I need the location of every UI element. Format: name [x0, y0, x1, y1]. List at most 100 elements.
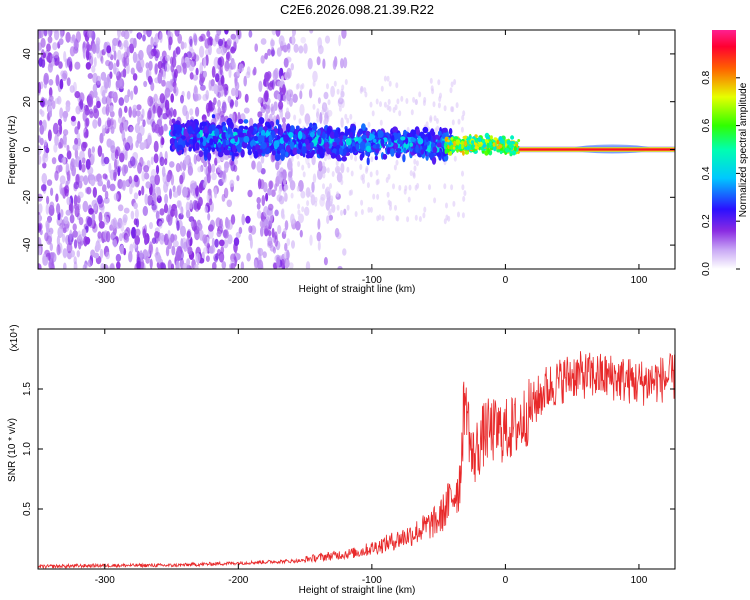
spectrogram-noise-point — [117, 204, 124, 212]
spectrogram-noise-point — [346, 117, 350, 124]
spectrogram-noise-point — [63, 51, 67, 62]
spectrogram-noise-point — [38, 203, 43, 214]
spectrogram-noise-point — [271, 30, 277, 36]
spectrogram-band-point — [188, 138, 194, 145]
spectrogram-noise-point — [274, 235, 279, 247]
spectrogram-noise-point — [118, 107, 123, 119]
spectrogram-noise-point — [214, 33, 220, 43]
spectrogram-band-point — [345, 138, 352, 146]
spectrogram-band-point — [423, 139, 427, 146]
spectrogram-noise-point — [433, 197, 437, 204]
spectrogram-band-point — [324, 142, 329, 151]
spectrogram-noise-point — [145, 62, 150, 69]
spectrogram-band-point — [309, 122, 313, 128]
spectrogram-band-point — [342, 148, 347, 156]
spectrogram-noise-point — [311, 155, 316, 166]
spectrogram-noise-point — [63, 216, 69, 225]
spectrogram-noise-point — [150, 81, 155, 92]
spectrogram-noise-point — [303, 43, 308, 54]
spectrogram-noise-point — [205, 90, 209, 100]
spectrogram-noise-point — [220, 74, 225, 87]
spectrogram-noise-point — [362, 173, 365, 180]
spectrogram-noise-point — [134, 235, 140, 246]
spectrogram-band-point — [510, 135, 515, 140]
spectrogram-noise-point — [418, 91, 422, 98]
spectrogram-band-point — [422, 126, 429, 134]
spectrogram-noise-point — [176, 220, 180, 232]
colorbar-tick-label: 0.8 — [701, 70, 712, 84]
spectrogram-noise-point — [62, 248, 68, 258]
spectrogram-band-point — [369, 134, 376, 140]
spectrogram-noise-point — [324, 188, 328, 195]
spectrogram-noise-point — [275, 160, 280, 171]
spectrogram-noise-point — [142, 119, 146, 127]
spectrogram-noise-point — [124, 105, 128, 113]
spectrogram-noise-point — [58, 141, 62, 149]
spectrogram-band-point — [247, 149, 252, 156]
spectrogram-noise-point — [129, 126, 134, 133]
spectrogram-band-point — [358, 128, 364, 135]
spectrogram-band-point — [218, 148, 222, 153]
spectrogram-noise-point — [223, 187, 229, 199]
spectrogram-noise-point — [144, 193, 149, 206]
spectrogram-noise-point — [38, 223, 42, 233]
spectrogram-noise-point — [299, 229, 303, 238]
spectrogram-noise-point — [123, 137, 127, 147]
colorbar-tick-label: 0.0 — [701, 262, 712, 276]
spectrogram-noise-point — [187, 161, 193, 171]
spectrogram-noise-point — [91, 146, 96, 154]
spectrogram-noise-point — [143, 165, 150, 173]
spectrogram-band-point — [517, 139, 521, 142]
spectrogram-noise-point — [301, 164, 305, 171]
spectrogram-noise-point — [103, 77, 110, 89]
spectrogram-noise-point — [121, 164, 127, 177]
spectrogram-noise-point — [177, 254, 181, 262]
spectrogram-noise-point — [226, 38, 232, 46]
spectrogram-noise-point — [370, 156, 374, 163]
spectrogram-noise-point — [175, 162, 181, 173]
spectrogram-noise-point — [136, 132, 143, 144]
spectrogram-noise-point — [110, 126, 115, 134]
spectrogram-band-point — [376, 143, 380, 149]
snr-panel: -300 -200 -100 0 100 0.5 1.0 1.5 Height of str… — [7, 324, 676, 596]
spectrogram-band-point — [199, 141, 203, 149]
spectrogram-band-point — [447, 139, 450, 143]
spectrogram-noise-point — [46, 235, 52, 245]
spectrogram-noise-point — [161, 166, 166, 178]
spectrogram-noise-point — [38, 145, 42, 156]
spectrogram-band-point — [275, 119, 280, 126]
spectrogram-noise-point — [74, 137, 79, 146]
spectrogram-noise-point — [307, 162, 311, 169]
spectrogram-noise-point — [248, 30, 253, 38]
spectrogram-noise-point — [109, 105, 114, 113]
spectrogram-noise-point — [256, 161, 263, 173]
spectrogram-noise-point — [39, 124, 45, 135]
spectrogram-noise-point — [257, 178, 262, 190]
spectrogram-noise-point — [91, 151, 96, 164]
spectrogram-noise-point — [276, 80, 282, 87]
spectrogram-noise-point — [52, 42, 58, 51]
spectrogram-noise-point — [305, 261, 311, 269]
x-tick-label: 0 — [503, 575, 509, 586]
spectrogram-noise-point — [225, 216, 229, 229]
spectrogram-band-point — [238, 118, 244, 124]
colorbar-label: Normalized spectral amplitude — [738, 82, 749, 217]
spectrogram-noise-point — [395, 159, 399, 166]
spectrogram-noise-point — [59, 175, 66, 185]
spectrogram-band-point — [238, 136, 245, 143]
spectrogram-noise-point — [311, 181, 315, 193]
spectrogram-noise-point — [149, 222, 153, 230]
spectrogram-noise-point — [324, 35, 331, 44]
spectrogram-noise-point — [93, 105, 98, 114]
spectrogram-band-point — [351, 146, 356, 154]
spectrogram-noise-point — [91, 65, 96, 73]
spectrogram-noise-point — [359, 164, 363, 170]
spectrogram-noise-point — [180, 238, 184, 250]
spectrogram-noise-point — [253, 259, 258, 269]
spectrogram-band-point — [365, 151, 370, 156]
spectrogram-noise-point — [256, 202, 261, 210]
spectrogram-band-point — [394, 142, 398, 150]
spectrogram-noise-point — [117, 30, 121, 38]
spectrogram-band-point — [187, 125, 193, 135]
spectrogram-noise-point — [283, 57, 289, 68]
